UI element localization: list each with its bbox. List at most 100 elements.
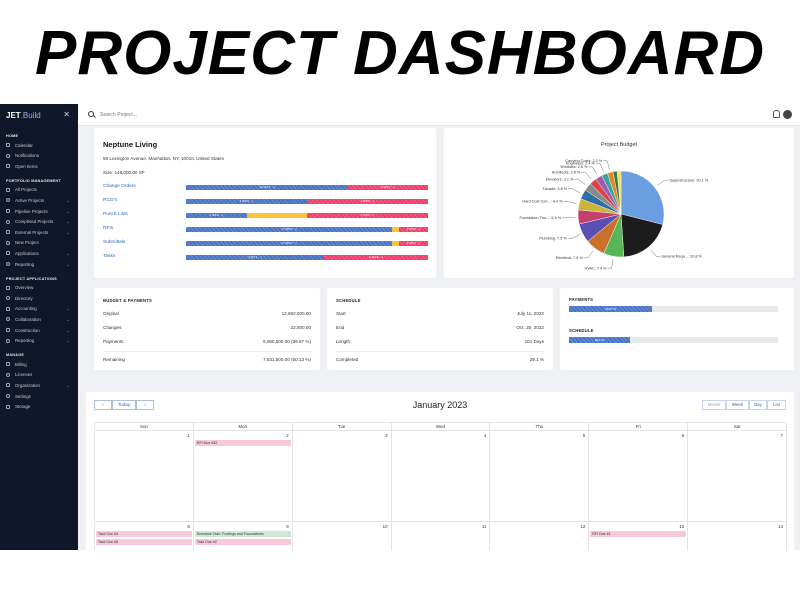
calendar-day-cell[interactable]: 2 RFI Due #32 bbox=[193, 431, 293, 522]
bar-segment: 3 (15.0 ...) bbox=[398, 241, 428, 246]
kv-label: Payments bbox=[103, 339, 124, 344]
kv-row: Changes 22,500.00 bbox=[103, 325, 311, 333]
sidebar-item[interactable]: Open Items bbox=[6, 162, 72, 170]
bell-icon bbox=[6, 153, 10, 158]
sidebar-item[interactable]: Applications ⌄ bbox=[6, 249, 72, 257]
kv-value: 7,631,500.00 (60.13 %) bbox=[262, 357, 311, 362]
calendar-day-cell[interactable]: 12 bbox=[490, 522, 590, 550]
sidebar-item[interactable]: Notifications bbox=[6, 152, 72, 160]
day-number[interactable]: 9 bbox=[286, 524, 289, 529]
calendar-event[interactable]: RFI Due #1 bbox=[590, 531, 687, 537]
sidebar-item-label: All Projects bbox=[15, 187, 37, 193]
schedule-card: SCHEDULE Start July 11, 2022 End Oct. 20, 2… bbox=[327, 288, 553, 370]
sidebar-item[interactable]: All Projects bbox=[6, 186, 72, 194]
calendar-event[interactable]: Task Due #5 bbox=[96, 539, 192, 545]
day-number[interactable]: 7 bbox=[780, 433, 783, 438]
calendar-day-cell[interactable]: 6 bbox=[589, 431, 689, 522]
calendar-day-cell[interactable]: 5 bbox=[490, 431, 590, 522]
sidebar-item[interactable]: Pipeline Projects ⌄ bbox=[6, 207, 72, 215]
calendar-day-cell[interactable]: 8 Task Due #4 Task Due #5 bbox=[95, 522, 194, 550]
list-icon bbox=[6, 164, 10, 169]
calendar-grid: Sun Mon Tue Wed Thu Fri Sat 1 2 RFI Due #32 3 4 5 6 7 8… bbox=[94, 422, 787, 550]
sidebar-item[interactable]: Settings bbox=[6, 392, 72, 400]
pie-slice-label: Elevators: 3.1 % bbox=[546, 177, 574, 181]
sidebar-item[interactable]: Overview bbox=[6, 284, 72, 292]
status-row-link[interactable]: Punch Lists bbox=[103, 212, 128, 217]
day-number[interactable]: 12 bbox=[580, 524, 586, 529]
sidebar-item[interactable]: Reporting ⌄ bbox=[6, 337, 72, 345]
calendar-event[interactable]: RFI Due #32 bbox=[194, 440, 291, 446]
calendar-day-cell[interactable]: 7 bbox=[688, 431, 787, 522]
status-row: Submittals 17 (85.0 ...) 3 (15.0 ...) bbox=[103, 240, 428, 248]
view-day-button[interactable]: Day bbox=[749, 400, 767, 410]
status-stacked-bar: 12 (66.7 ...) 6 (33.3 ...) bbox=[186, 185, 428, 190]
sidebar-item[interactable]: Active Projects ⌄ bbox=[6, 196, 72, 204]
today-button[interactable]: Today bbox=[112, 400, 136, 410]
close-icon[interactable]: ✕ bbox=[63, 110, 70, 119]
pipeline-icon bbox=[6, 209, 10, 213]
calendar-day-cell[interactable]: 9 Schedule Task: Footings and Foundations… bbox=[194, 522, 293, 550]
day-number[interactable]: 14 bbox=[778, 524, 783, 529]
calendar-day-cell[interactable]: 13 RFI Due #1 bbox=[589, 522, 689, 550]
calendar-day-cell[interactable]: 10 bbox=[293, 522, 392, 550]
day-number[interactable]: 2 bbox=[286, 433, 289, 438]
sidebar-item[interactable]: Billing bbox=[6, 360, 72, 368]
calendar-event[interactable]: Schedule Task: Footings and Foundations bbox=[194, 531, 291, 537]
sidebar-item-label: Overview bbox=[15, 285, 34, 291]
pie-slice-label: Foundation Fou...: 5.5 % bbox=[520, 216, 562, 220]
view-month-button[interactable]: Month bbox=[702, 400, 726, 410]
calendar-day-cell[interactable]: 4 bbox=[391, 431, 491, 522]
prev-month-button[interactable]: ‹ bbox=[94, 400, 112, 410]
pie-leader-line bbox=[583, 250, 594, 259]
avatar[interactable] bbox=[783, 110, 792, 119]
sidebar-item[interactable]: Directory bbox=[6, 294, 72, 302]
day-number[interactable]: 13 bbox=[679, 524, 685, 529]
status-row-link[interactable]: RCO's bbox=[103, 198, 117, 203]
day-number[interactable]: 11 bbox=[481, 524, 487, 529]
calendar-day-cell[interactable]: 14 bbox=[688, 522, 787, 550]
kv-value: 5,060,500.00 (39.87 %) bbox=[262, 339, 311, 344]
pie-slice[interactable] bbox=[620, 170, 665, 225]
sidebar-item-label: Collaboration bbox=[15, 316, 41, 322]
kv-label: Changes bbox=[103, 325, 122, 330]
sidebar-item[interactable]: Licenses bbox=[6, 371, 72, 379]
status-row-link[interactable]: Tasks bbox=[103, 254, 116, 259]
sidebar-item[interactable]: Calendar bbox=[6, 141, 72, 149]
sidebar-item[interactable]: Organization ⌄ bbox=[6, 381, 72, 389]
sidebar-item[interactable]: Storage bbox=[6, 403, 72, 411]
sidebar-item[interactable]: External Projects ⌄ bbox=[6, 228, 72, 236]
chevron-down-icon: ⌄ bbox=[66, 316, 70, 322]
sidebar-item[interactable]: Construction ⌄ bbox=[6, 326, 72, 334]
day-number[interactable]: 5 bbox=[582, 433, 586, 438]
next-month-button[interactable]: › bbox=[136, 400, 154, 410]
sidebar-item[interactable]: Completed Projects ⌄ bbox=[6, 218, 72, 226]
day-number[interactable]: 8 bbox=[187, 524, 190, 529]
day-number[interactable]: 1 bbox=[187, 433, 190, 438]
calendar-day-cell[interactable]: 3 bbox=[292, 431, 392, 522]
payments-progress-fill: 39.87 % bbox=[569, 306, 653, 312]
status-row-link[interactable]: RFIs bbox=[103, 226, 114, 231]
day-number[interactable]: 10 bbox=[382, 524, 388, 529]
calendar-event[interactable]: Task Due #4 bbox=[96, 531, 192, 537]
search-input[interactable] bbox=[100, 110, 240, 119]
status-row-link[interactable]: Change Orders bbox=[103, 184, 136, 189]
calendar-event[interactable]: Task Due #2 bbox=[194, 539, 291, 545]
day-number[interactable]: 3 bbox=[385, 433, 388, 438]
view-list-button[interactable]: List bbox=[767, 400, 786, 410]
pie-slice[interactable] bbox=[620, 213, 663, 258]
pie-slice[interactable] bbox=[616, 170, 622, 215]
pie-slice-label: Plumbing: 7.5 % bbox=[539, 237, 567, 241]
day-number[interactable]: 6 bbox=[681, 433, 685, 438]
sidebar-item[interactable]: Collaboration ⌄ bbox=[6, 315, 72, 323]
calendar-day-cell[interactable]: 11 bbox=[392, 522, 491, 550]
brand-logo[interactable]: JET.Build bbox=[6, 111, 41, 120]
calendar-day-cell[interactable]: 1 bbox=[95, 431, 194, 522]
status-row-link[interactable]: Submittals bbox=[103, 240, 126, 245]
day-number[interactable]: 4 bbox=[483, 433, 487, 438]
notification-bell-icon[interactable] bbox=[773, 110, 780, 118]
view-week-button[interactable]: Week bbox=[726, 400, 749, 410]
sidebar-item[interactable]: New Project bbox=[6, 239, 72, 247]
kv-row: Completed 29.1 % bbox=[336, 357, 544, 365]
sidebar-item[interactable]: Accounting ⌄ bbox=[6, 305, 72, 313]
sidebar-item[interactable]: Reporting ⌄ bbox=[6, 260, 72, 268]
